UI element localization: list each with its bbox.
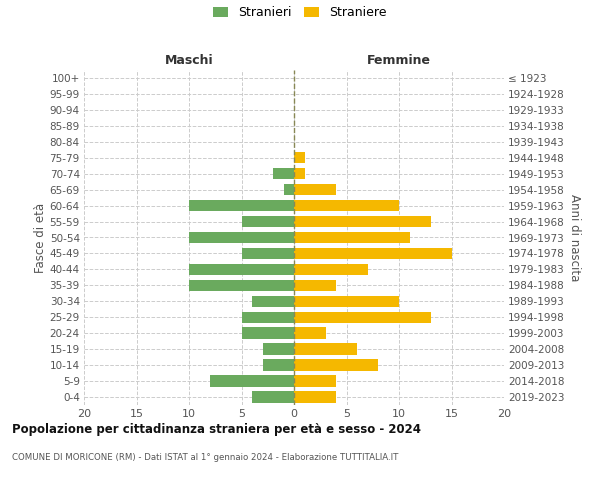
Bar: [294, 184, 336, 196]
Bar: [189, 200, 294, 211]
Bar: [241, 248, 294, 259]
Y-axis label: Fasce di età: Fasce di età: [34, 202, 47, 272]
Bar: [189, 232, 294, 243]
Bar: [241, 312, 294, 323]
Bar: [252, 296, 294, 307]
Bar: [294, 248, 452, 259]
Text: Maschi: Maschi: [164, 54, 214, 68]
Bar: [189, 264, 294, 275]
Bar: [294, 376, 336, 387]
Text: Popolazione per cittadinanza straniera per età e sesso - 2024: Popolazione per cittadinanza straniera p…: [12, 422, 421, 436]
Bar: [294, 344, 357, 355]
Bar: [294, 264, 367, 275]
Bar: [241, 216, 294, 228]
Text: Femmine: Femmine: [367, 54, 431, 68]
Bar: [294, 328, 325, 339]
Bar: [273, 168, 294, 179]
Text: COMUNE DI MORICONE (RM) - Dati ISTAT al 1° gennaio 2024 - Elaborazione TUTTITALI: COMUNE DI MORICONE (RM) - Dati ISTAT al …: [12, 452, 398, 462]
Bar: [294, 200, 399, 211]
Bar: [263, 344, 294, 355]
Bar: [252, 392, 294, 403]
Bar: [294, 360, 378, 371]
Bar: [294, 280, 336, 291]
Bar: [294, 168, 305, 179]
Bar: [294, 296, 399, 307]
Bar: [294, 152, 305, 164]
Bar: [294, 232, 409, 243]
Bar: [189, 280, 294, 291]
Bar: [294, 216, 431, 228]
Bar: [294, 392, 336, 403]
Bar: [284, 184, 294, 196]
Y-axis label: Anni di nascita: Anni di nascita: [568, 194, 581, 281]
Bar: [241, 328, 294, 339]
Bar: [294, 312, 431, 323]
Bar: [263, 360, 294, 371]
Legend: Stranieri, Straniere: Stranieri, Straniere: [213, 6, 387, 19]
Bar: [210, 376, 294, 387]
